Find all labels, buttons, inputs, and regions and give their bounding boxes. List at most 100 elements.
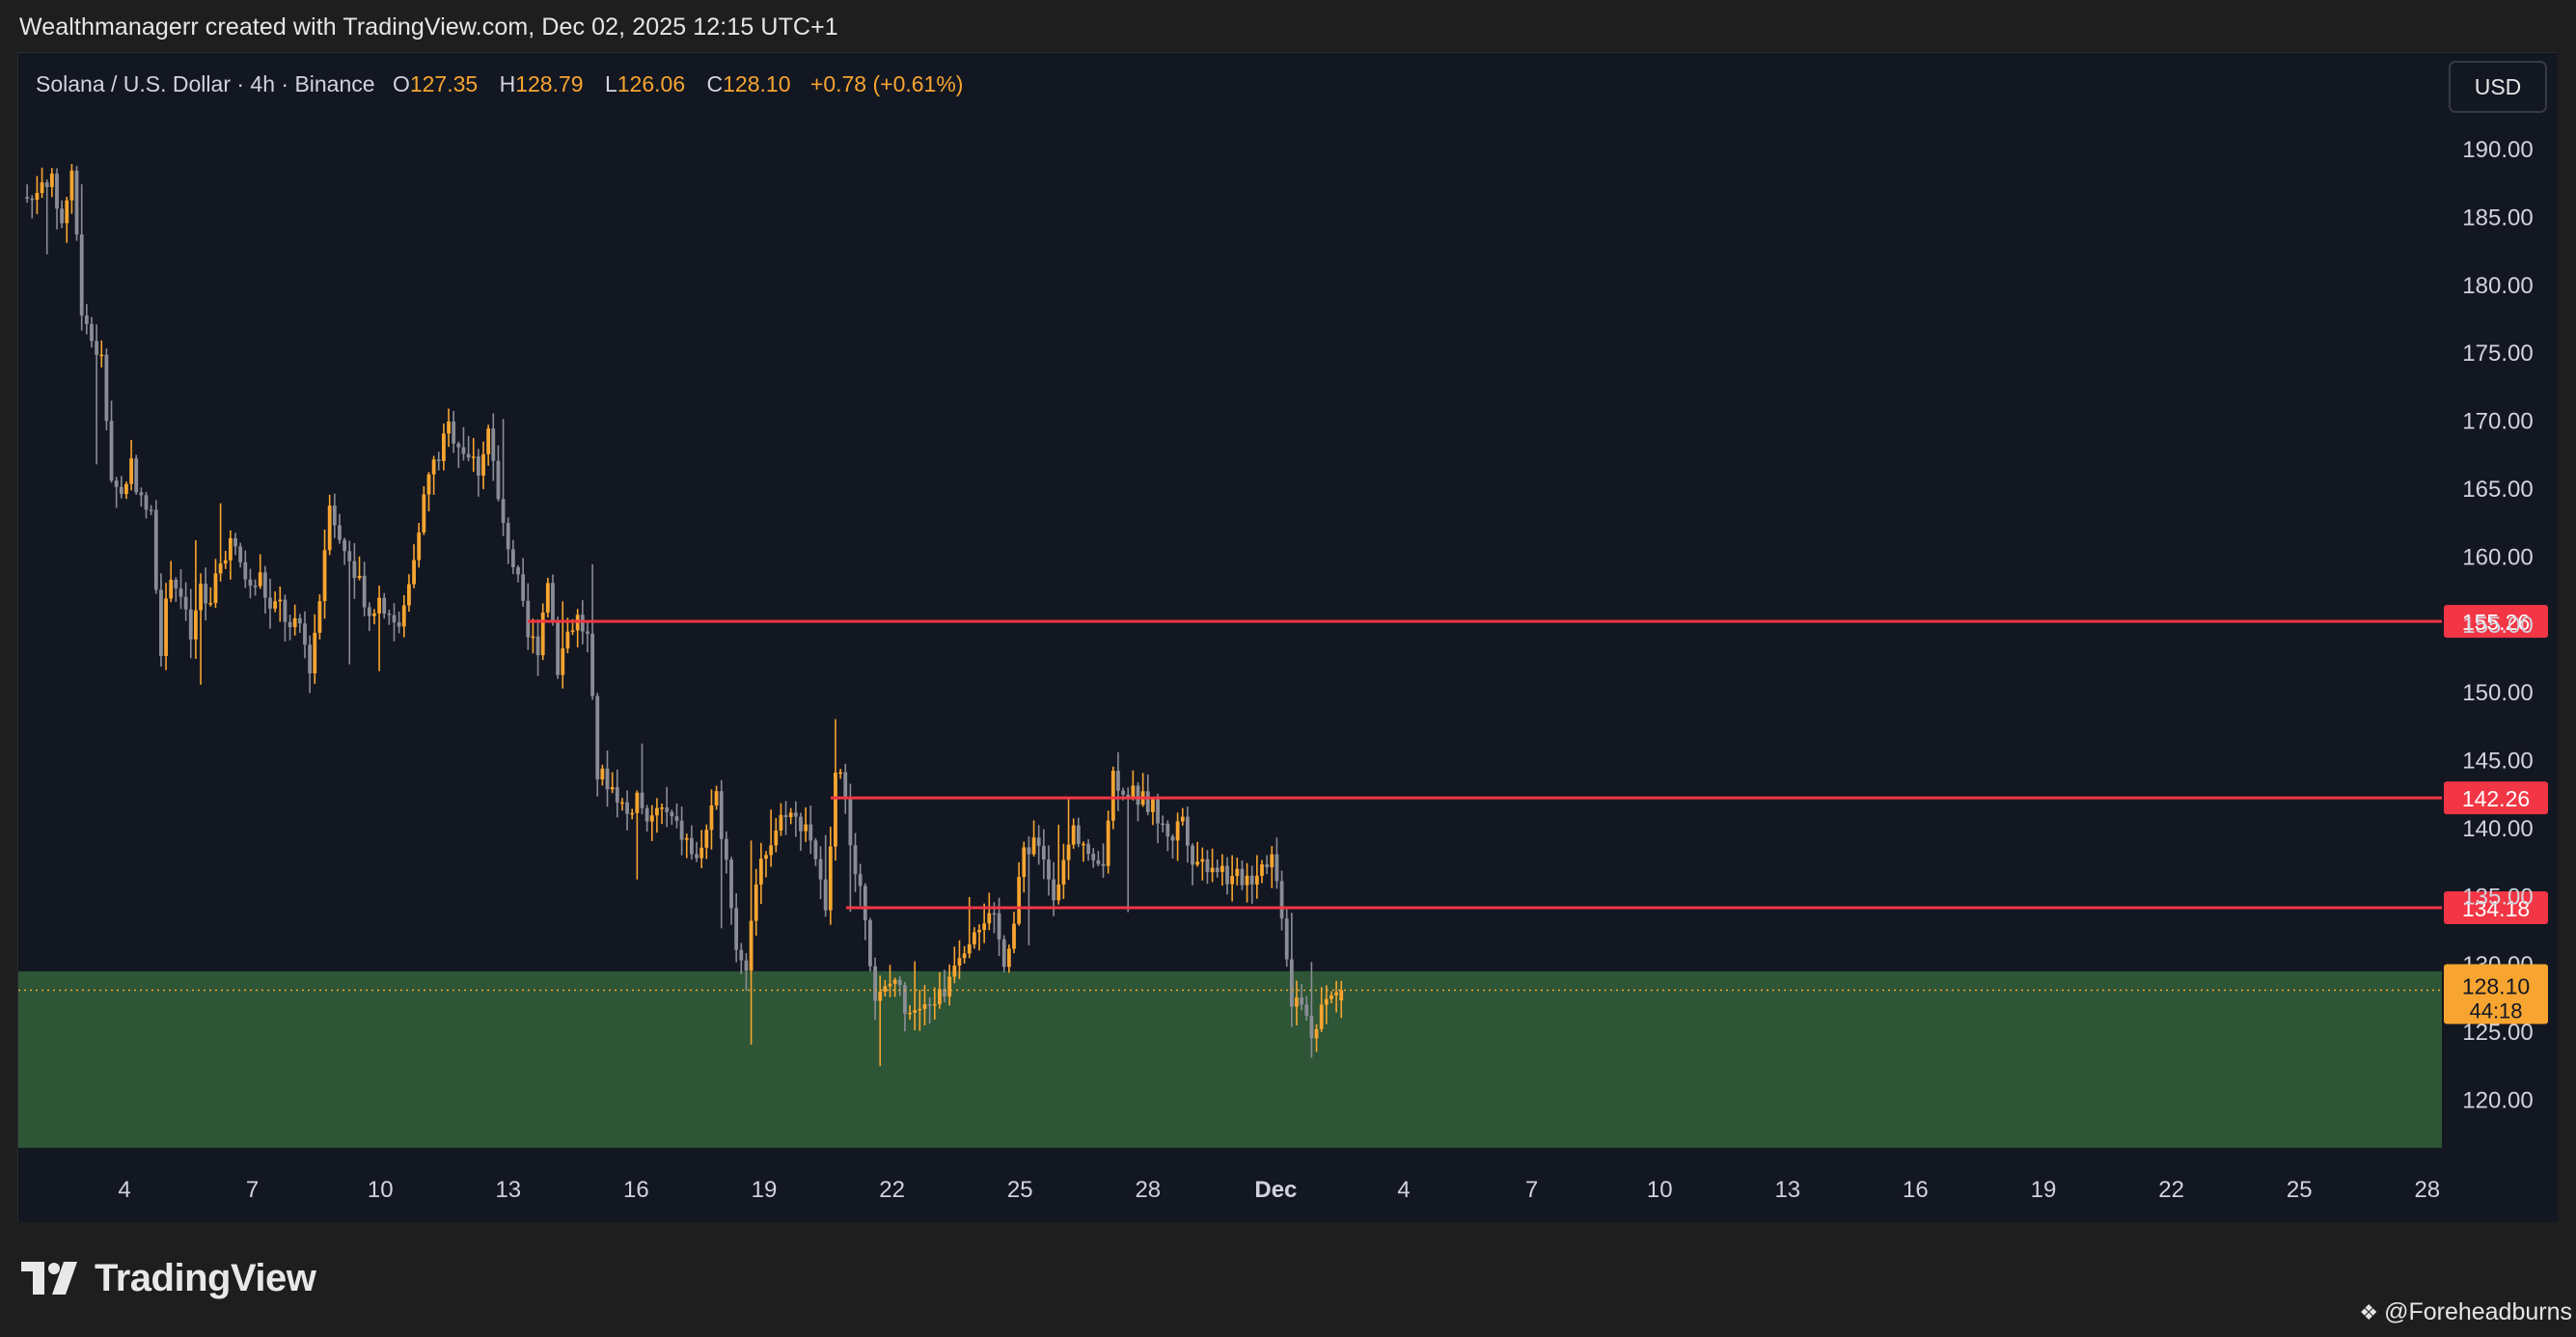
candle [476,449,480,497]
candle [1249,865,1254,904]
candle [843,763,848,814]
x-axis-tick-label: 7 [246,1177,259,1203]
candle [1289,913,1294,1027]
currency-label: USD [2475,74,2522,99]
candle [1145,774,1150,816]
candle [352,543,357,599]
x-axis-tick-label: Dec [1254,1177,1297,1203]
candle [799,812,803,851]
tradingview-logo[interactable]: TradingView [21,1254,316,1302]
candle [471,438,476,473]
candle [813,837,818,866]
candle [779,803,783,836]
candle [545,577,550,618]
candle [149,505,153,515]
y-axis-tick-label: 170.00 [2462,409,2533,435]
candle [1205,850,1210,885]
candle-countdown: 44:18 [2469,999,2522,1023]
candle [397,611,401,634]
x-axis-tick-label: 19 [2031,1177,2057,1203]
candle [1101,843,1106,878]
candle [422,486,426,535]
candle [1295,980,1299,1025]
candle [283,594,288,642]
candle [347,540,352,665]
candle [1279,870,1284,931]
candle [630,808,635,820]
candle [412,544,416,588]
candle [565,617,570,654]
candle [273,591,278,613]
author-handle: @Foreheadburns [2384,1298,2572,1325]
candle [35,176,40,215]
candle [982,903,987,943]
candle [1012,912,1016,954]
candle [952,946,957,984]
candle [1096,851,1101,866]
tradingview-logo-icon [21,1262,77,1295]
candle [1116,751,1120,811]
candle [501,419,506,536]
candle [1071,818,1076,849]
candle [1300,984,1304,1011]
candle [1314,1023,1319,1052]
candle [1047,845,1051,896]
candle [65,196,69,243]
candle [139,487,144,507]
candle [679,806,684,856]
candle [620,798,624,811]
candle [466,435,471,462]
candle [719,779,724,929]
candle [1091,848,1096,868]
legend-high-label: H [500,71,516,96]
candle [1076,817,1081,848]
y-axis-tick-label: 185.00 [2462,205,2533,231]
candle [322,529,327,619]
candle [888,965,892,997]
candle [278,586,283,622]
y-axis-tick-label: 160.00 [2462,544,2533,570]
chart-frame[interactable]: 155.26 142.26 134.18 190.00 185.00 180.00 175… [17,52,2558,1222]
candle [69,164,74,214]
candle [55,168,59,230]
candle [258,554,262,589]
candle [709,789,714,850]
candle [308,635,313,694]
candle [665,786,670,828]
candle [253,579,258,596]
candle [660,804,664,825]
candle [729,857,733,925]
y-axis-tick-label: 125.00 [2462,1020,2533,1046]
candle [84,304,89,335]
currency-button[interactable]: USD [2449,61,2547,113]
x-axis-tick-label: 4 [118,1177,130,1203]
candle [1151,797,1155,826]
candle [238,542,243,568]
candle [95,324,98,465]
candle [1219,854,1224,887]
candle [327,494,332,556]
candle [769,809,774,867]
candle [739,942,744,974]
candle [392,603,397,641]
y-axis-tick-label: 155.00 [2462,613,2533,639]
legend-symbol: Solana / U.S. Dollar · 4h · Binance [36,71,375,96]
candle [1186,806,1190,863]
y-axis-tick-label: 140.00 [2462,816,2533,842]
candle [1022,841,1027,893]
candle [248,568,253,599]
candle [1086,839,1090,861]
candle [124,481,128,500]
x-axis-tick-label: 16 [1903,1177,1929,1203]
candlestick-chart[interactable]: 155.26 142.26 134.18 190.00 185.00 180.00 175… [18,53,2558,1222]
candle [764,851,768,878]
svg-text:Solana / U.S. Dollar · 4h · Bi: Solana / U.S. Dollar · 4h · Binance O127… [36,71,963,96]
candle [114,477,119,508]
candle [387,609,392,625]
candle [1260,860,1264,884]
candle [1245,862,1249,903]
candle [644,805,649,832]
y-axis-tick-label: 135.00 [2462,884,2533,910]
candle [436,451,441,471]
candle [164,583,168,670]
